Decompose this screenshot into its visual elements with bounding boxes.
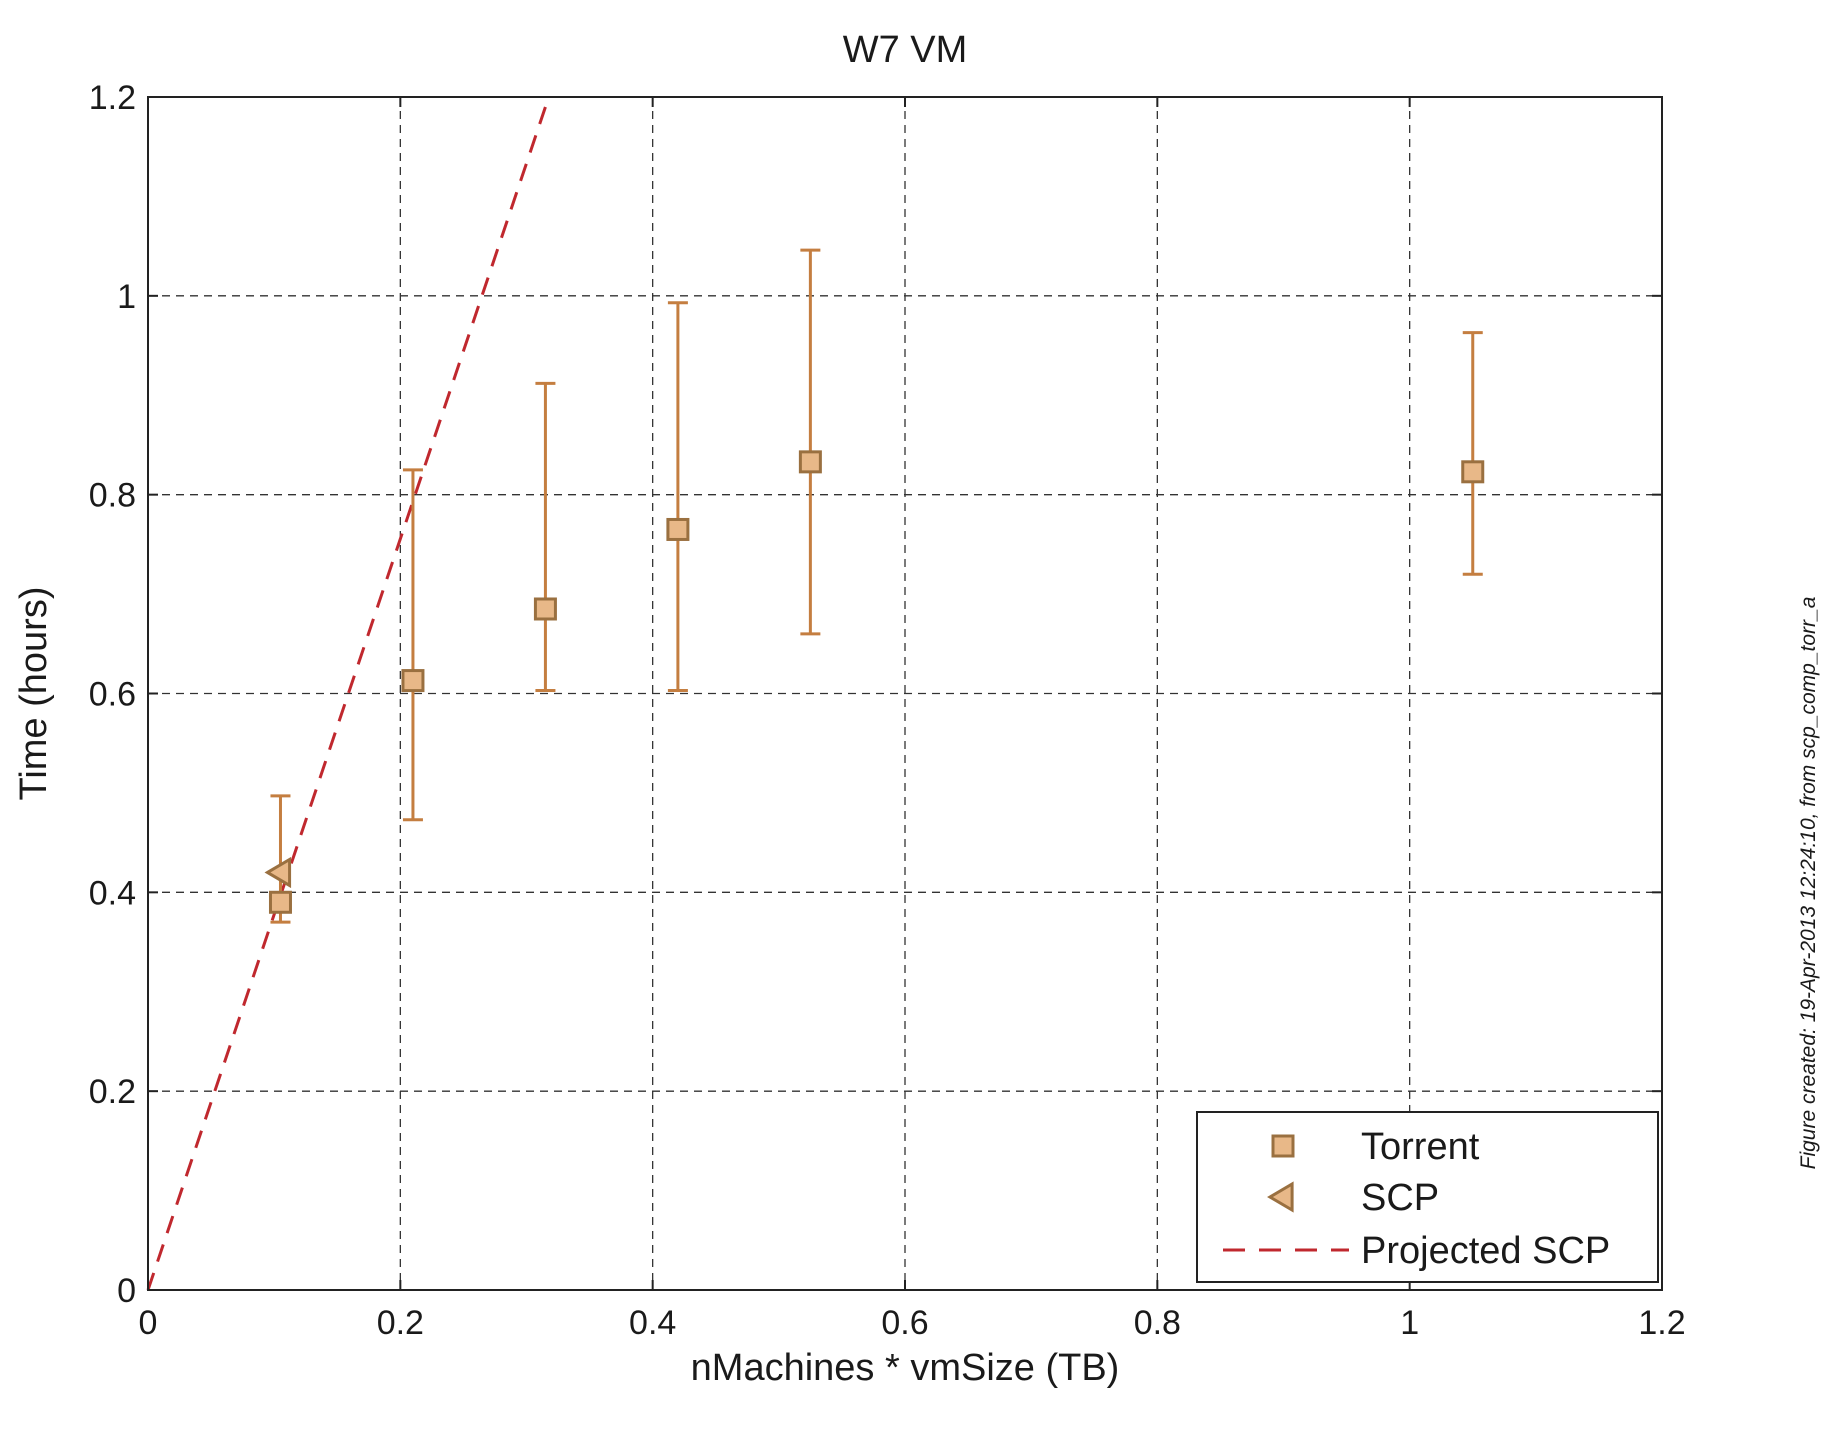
y-tick-label: 0 xyxy=(117,1272,136,1310)
y-tick-label: 0.2 xyxy=(89,1073,136,1111)
legend-scp-symbol xyxy=(1267,1181,1294,1213)
legend-scp-label: SCP xyxy=(1361,1177,1439,1219)
legend: Torrent SCP Projected SCP xyxy=(1196,1111,1659,1283)
torrent-marker xyxy=(268,890,292,914)
torrent-marker xyxy=(666,517,690,541)
x-tick-label: 0 xyxy=(139,1304,158,1342)
x-tick-label: 0.6 xyxy=(881,1304,928,1342)
y-tick-label: 1.2 xyxy=(89,79,136,117)
y-tick-label: 0.8 xyxy=(89,477,136,515)
axis-ticks: 0 0.2 0.4 0.6 0.8 1 1.2 0 0.2 0.4 0.6 0.8 1 1.2 xyxy=(89,79,1686,1342)
torrent-marker xyxy=(798,450,822,474)
torrent-point-group xyxy=(533,381,557,693)
torrent-point-group xyxy=(798,248,822,636)
x-tick-label: 0.2 xyxy=(377,1304,424,1342)
x-axis-title: nMachines * vmSize (TB) xyxy=(691,1347,1120,1389)
x-tick-label: 0.4 xyxy=(629,1304,676,1342)
legend-torrent-label: Torrent xyxy=(1361,1126,1480,1168)
torrent-point-group xyxy=(666,301,690,693)
grid-lines xyxy=(148,97,1662,1290)
legend-torrent-symbol xyxy=(1271,1134,1295,1158)
torrent-marker xyxy=(1461,460,1485,484)
torrent-marker xyxy=(401,669,425,693)
x-tick-label: 1.2 xyxy=(1638,1304,1685,1342)
figure-created-note: Figure created: 19-Apr-2013 12:24:10, fr… xyxy=(1797,597,1820,1170)
legend-projected-scp-label: Projected SCP xyxy=(1361,1230,1610,1272)
torrent-point-group xyxy=(401,468,425,822)
plot-series xyxy=(146,106,1485,1291)
y-tick-label: 0.6 xyxy=(89,676,136,714)
torrent-point-group xyxy=(268,794,292,924)
y-tick-label: 0.4 xyxy=(89,874,136,912)
chart-title: W7 VM xyxy=(843,29,968,71)
projected-scp-line xyxy=(146,106,547,1291)
x-tick-label: 1 xyxy=(1400,1304,1419,1342)
torrent-marker xyxy=(533,597,557,621)
torrent-point-group xyxy=(1461,331,1485,576)
y-axis-title: Time (hours) xyxy=(13,587,55,801)
y-tick-label: 1 xyxy=(117,278,136,316)
x-tick-label: 0.8 xyxy=(1134,1304,1181,1342)
scp-marker xyxy=(264,856,292,889)
